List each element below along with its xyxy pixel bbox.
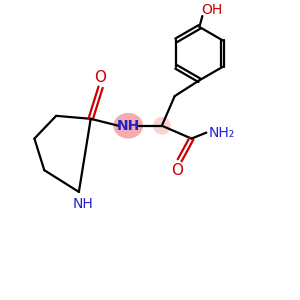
Ellipse shape (113, 113, 143, 139)
Text: O: O (94, 70, 106, 85)
Text: NH: NH (72, 197, 93, 211)
Text: OH: OH (202, 3, 223, 17)
Text: NH₂: NH₂ (209, 126, 235, 140)
Text: O: O (171, 163, 183, 178)
Text: NH: NH (117, 119, 140, 133)
Ellipse shape (153, 117, 171, 135)
